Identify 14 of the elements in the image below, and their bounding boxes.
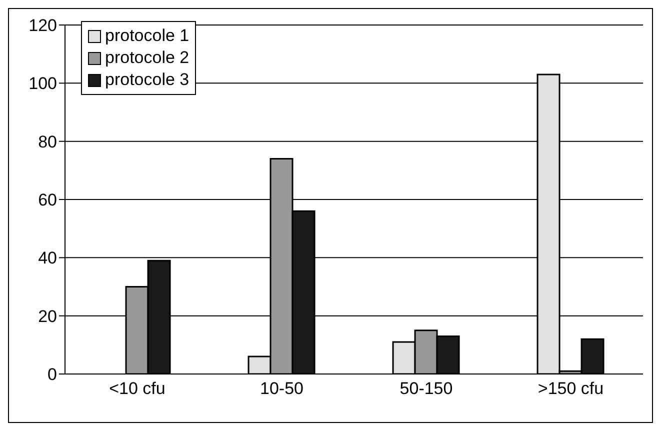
x-tick-label: 10-50: [260, 379, 304, 398]
y-tick-label: 20: [38, 306, 57, 326]
legend-label: protocole 1: [105, 25, 190, 47]
legend-label: protocole 2: [105, 47, 190, 69]
y-tick-label: 40: [38, 248, 57, 268]
y-tick-label: 120: [28, 16, 57, 36]
y-tick-label: 100: [28, 74, 57, 94]
x-tick-label: <10 cfu: [109, 379, 166, 398]
x-tick-label: >150 cfu: [538, 379, 604, 398]
x-tick-label: 50-150: [400, 379, 453, 398]
y-tick-label: 60: [38, 190, 57, 210]
y-tick-label: 80: [38, 132, 57, 152]
legend-label: protocole 3: [105, 69, 190, 91]
y-tick-label: 0: [48, 365, 57, 384]
